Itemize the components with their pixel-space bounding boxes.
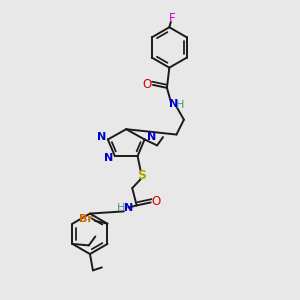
Text: S: S xyxy=(137,169,146,182)
Text: N: N xyxy=(169,99,178,109)
Text: O: O xyxy=(143,77,152,91)
Text: H: H xyxy=(176,100,184,110)
Text: Br: Br xyxy=(79,214,93,224)
Text: O: O xyxy=(152,195,161,208)
Text: N: N xyxy=(97,132,106,142)
Text: N: N xyxy=(124,203,133,213)
Text: N: N xyxy=(104,154,113,164)
Text: H: H xyxy=(117,203,125,213)
Text: N: N xyxy=(146,132,156,142)
Text: F: F xyxy=(169,12,175,26)
